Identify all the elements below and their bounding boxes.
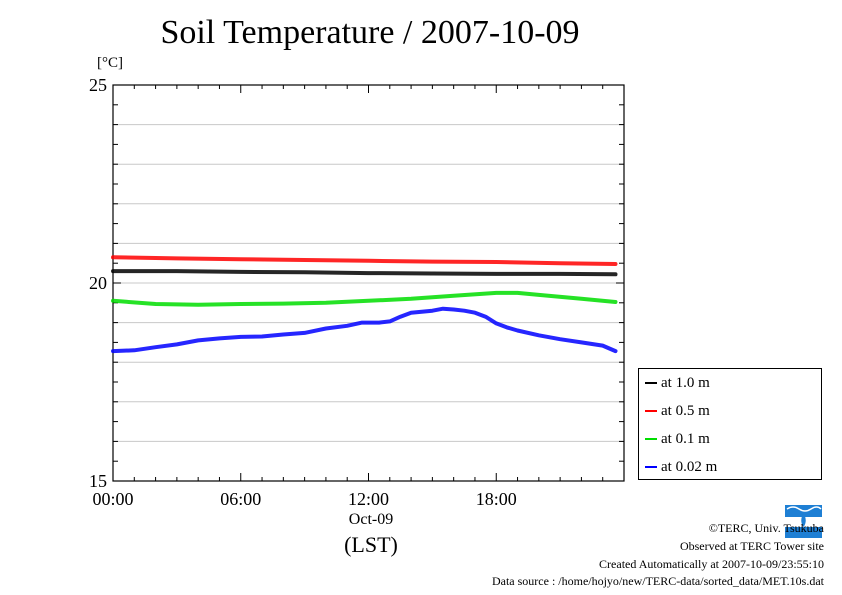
legend: at 1.0 m at 0.5 m at 0.1 m at 0.02 m bbox=[638, 368, 822, 480]
legend-item: at 0.1 m bbox=[645, 429, 710, 449]
legend-item: at 0.02 m bbox=[645, 457, 717, 477]
legend-label: at 1.0 m bbox=[661, 374, 710, 391]
x-tick-label: 06:00 bbox=[220, 489, 261, 509]
legend-swatch bbox=[645, 410, 657, 412]
y-tick-label: 25 bbox=[89, 75, 107, 95]
legend-swatch bbox=[645, 438, 657, 440]
legend-swatch bbox=[645, 382, 657, 384]
x-axis-label: (LST) bbox=[344, 532, 398, 557]
legend-label: at 0.02 m bbox=[661, 458, 718, 475]
date-label: Oct-09 bbox=[348, 511, 394, 528]
terc-logo-icon bbox=[783, 503, 824, 539]
x-tick-label: 00:00 bbox=[92, 489, 133, 509]
legend-label: at 0.5 m bbox=[661, 402, 710, 419]
footer-copyright: ©TERC, Univ. Tsukuba bbox=[708, 521, 824, 535]
footer-source: Data source : /home/hojyo/new/TERC-data/… bbox=[491, 574, 824, 588]
legend-item: at 1.0 m bbox=[645, 373, 710, 393]
legend-swatch bbox=[645, 466, 657, 468]
y-tick-label: 15 bbox=[89, 471, 107, 491]
x-tick-label: 12:00 bbox=[348, 489, 389, 509]
series-line bbox=[111, 306, 618, 354]
series-line bbox=[111, 269, 618, 277]
series-line bbox=[111, 255, 618, 266]
footer-site: Observed at TERC Tower site bbox=[679, 539, 824, 553]
x-tick-label: 18:00 bbox=[476, 489, 517, 509]
y-tick-label: 20 bbox=[89, 273, 107, 293]
chart-title: Soil Temperature / 2007-10-09 bbox=[160, 14, 580, 51]
footer-created: Created Automatically at 2007-10-09/23:5… bbox=[599, 557, 824, 571]
legend-label: at 0.1 m bbox=[661, 430, 710, 447]
legend-item: at 0.5 m bbox=[645, 401, 710, 421]
y-axis-unit: [°C] bbox=[97, 55, 123, 71]
series-line bbox=[111, 290, 618, 307]
